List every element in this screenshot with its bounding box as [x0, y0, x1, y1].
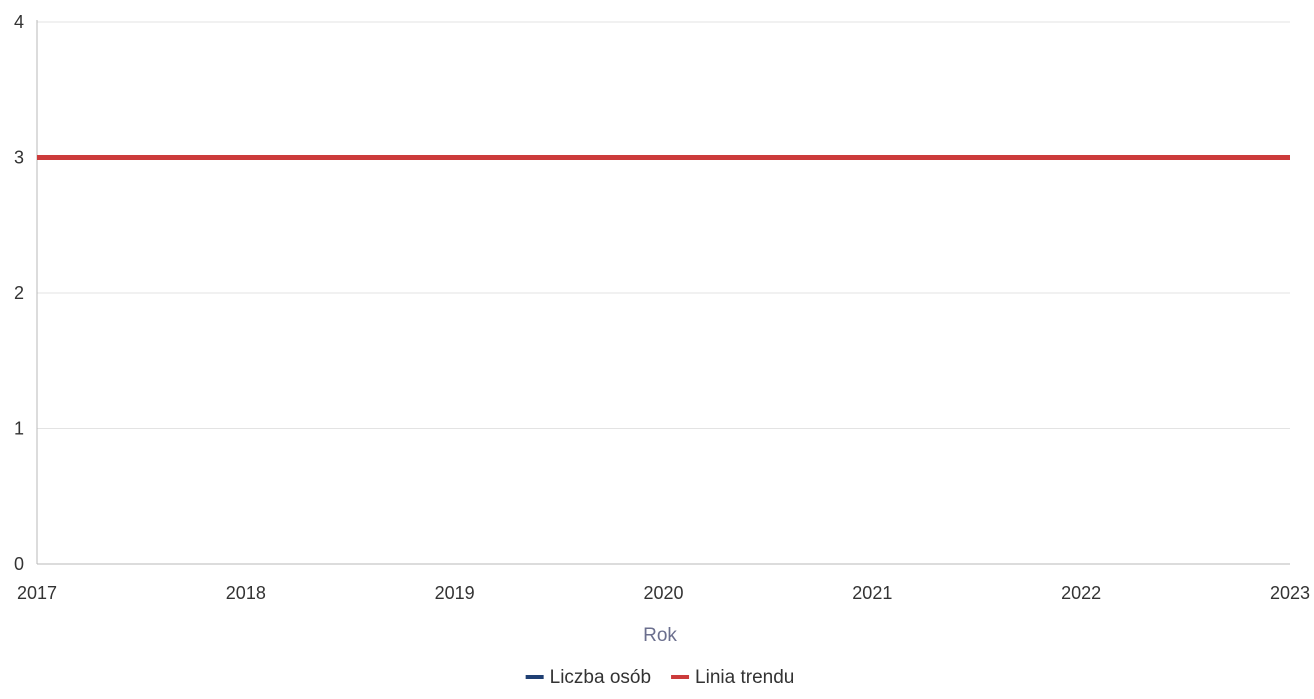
axis-layer	[36, 20, 1290, 565]
x-tick-label: 2021	[852, 583, 892, 603]
y-tick-label: 0	[14, 554, 24, 574]
y-tick-label: 3	[14, 148, 24, 168]
tick-layer: 0 1 2 3 4 2017 2018 2019 2020 2021 2022 2023	[14, 12, 1310, 603]
x-tick-label: 2022	[1061, 583, 1101, 603]
y-tick-label: 2	[14, 283, 24, 303]
x-tick-label: 2017	[17, 583, 57, 603]
grid-layer	[37, 21, 1290, 429]
legend: Liczba osób Linia trendu	[525, 667, 794, 688]
x-tick-label: 2019	[435, 583, 475, 603]
x-axis-title: Rok	[643, 625, 677, 646]
x-tick-label: 2023	[1270, 583, 1310, 603]
legend-label: Liczba osób	[550, 667, 651, 688]
legend-item[interactable]: Linia trendu	[671, 667, 794, 688]
y-tick-label: 4	[14, 12, 24, 32]
y-tick-label: 1	[14, 419, 24, 439]
x-tick-label: 2018	[226, 583, 266, 603]
legend-item[interactable]: Liczba osób	[525, 667, 651, 688]
legend-label: Linia trendu	[695, 667, 794, 688]
x-tick-label: 2020	[643, 583, 683, 603]
